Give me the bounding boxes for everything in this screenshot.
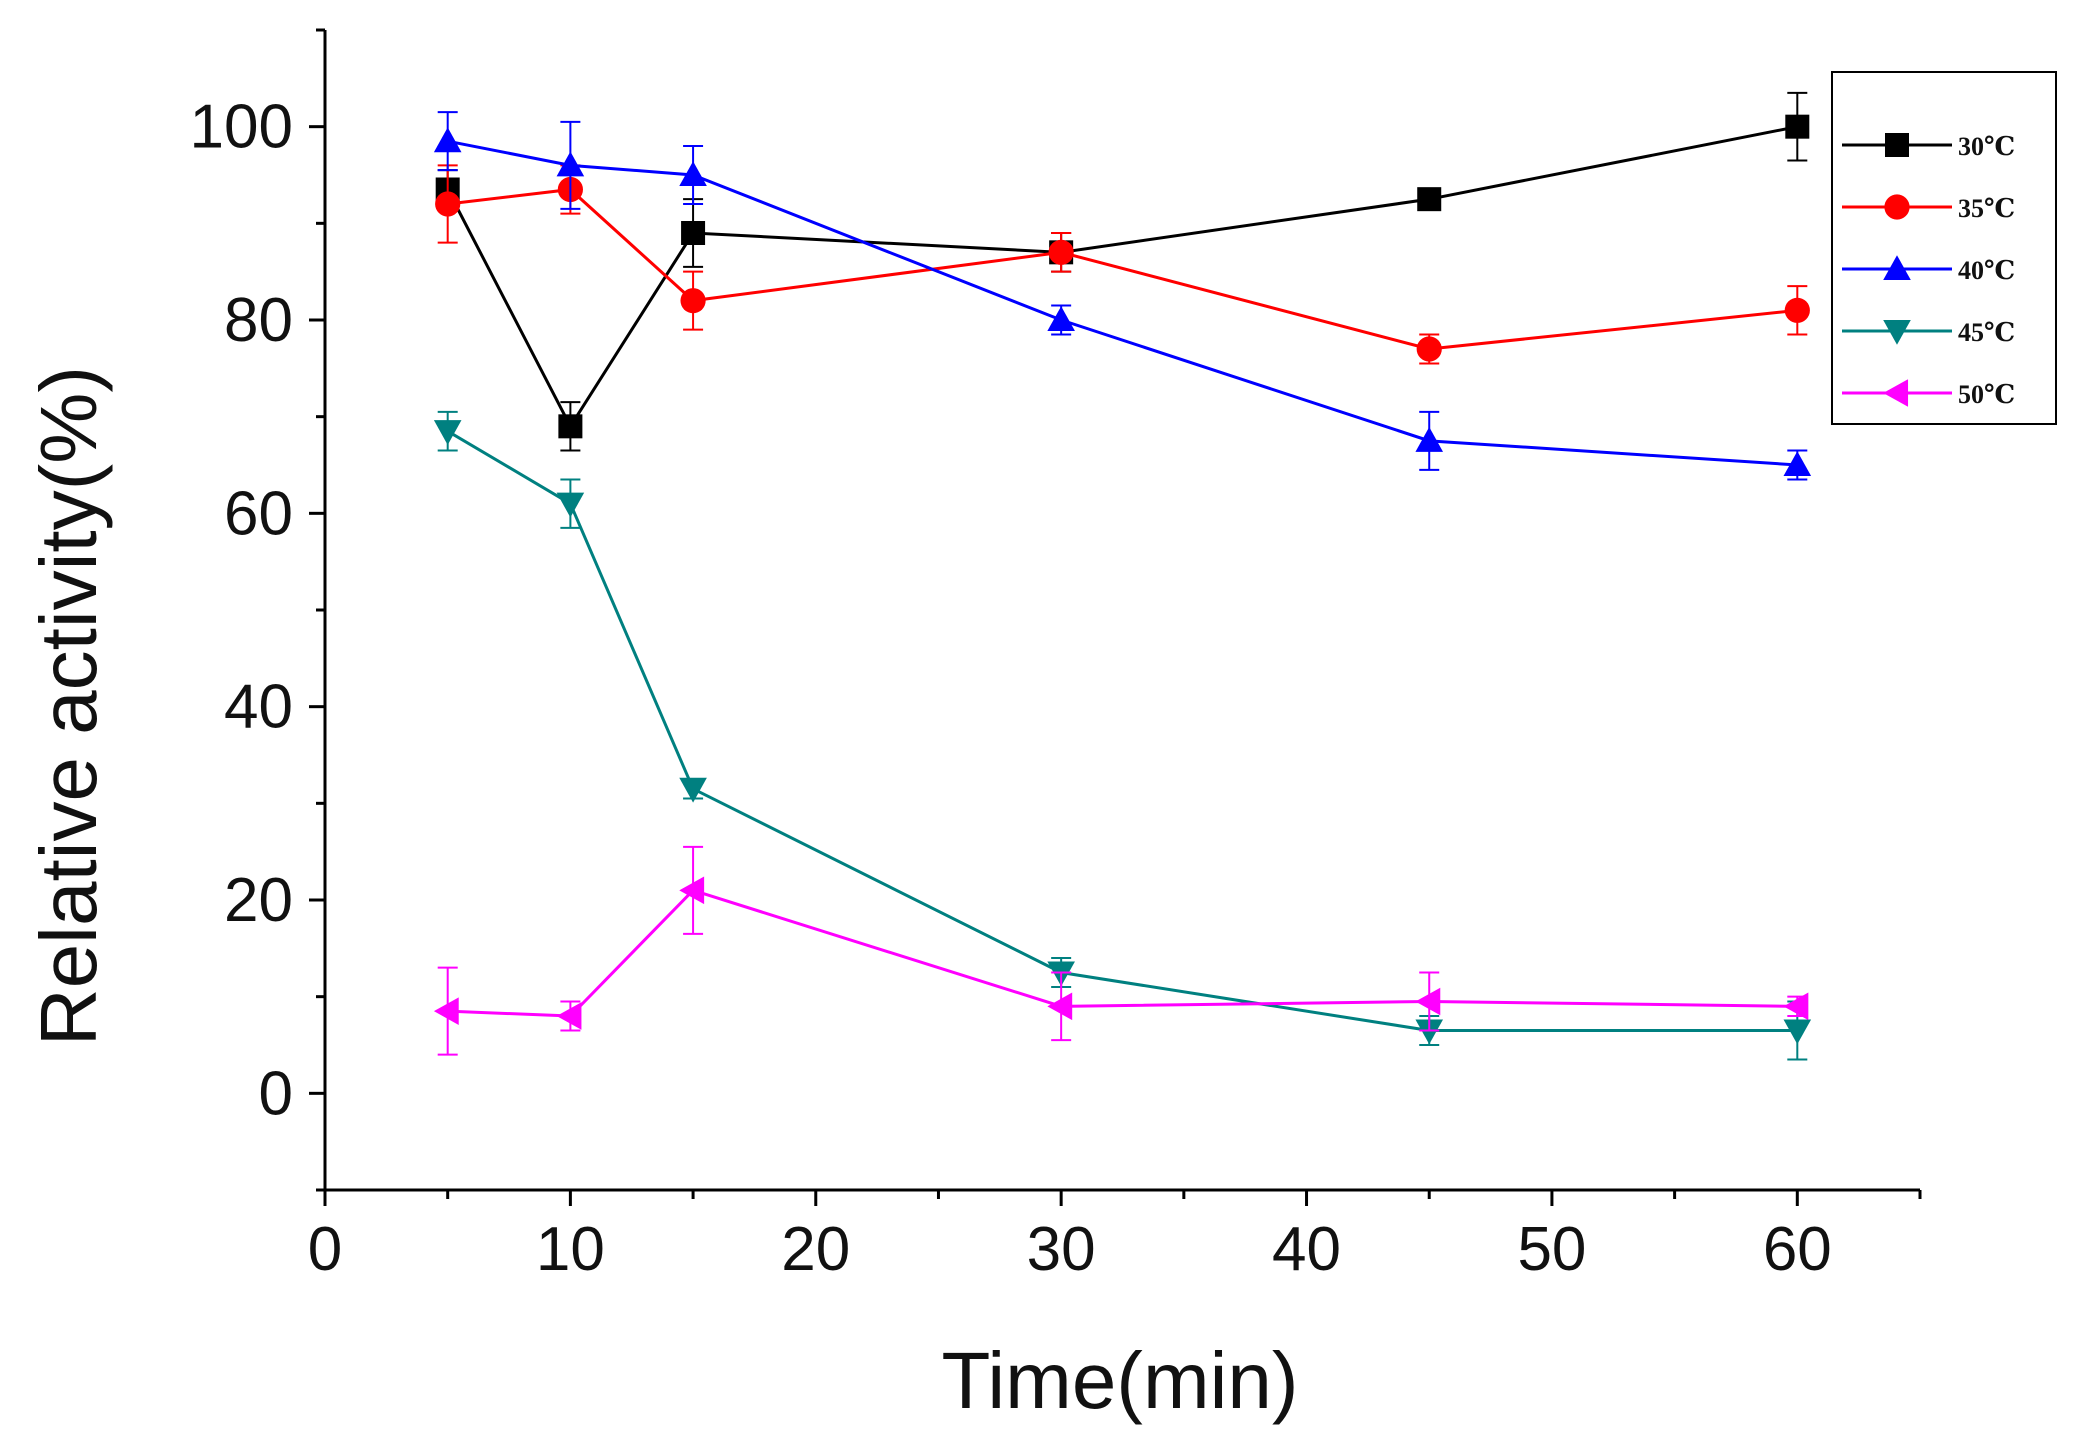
- x-tick-label: 60: [1763, 1215, 1832, 1284]
- x-tick-label: 30: [1027, 1215, 1096, 1284]
- data-point: [680, 288, 706, 314]
- data-point: [1784, 297, 1810, 323]
- legend-label: 50℃: [1958, 380, 2015, 409]
- data-point: [1048, 239, 1074, 265]
- legend-marker: [1885, 133, 1909, 157]
- data-point: [1415, 1019, 1444, 1045]
- legend-marker: [1884, 194, 1910, 220]
- data-point: [433, 420, 462, 445]
- legend-item: 50℃: [1842, 379, 2015, 409]
- data-point: [1416, 336, 1442, 362]
- data-point: [681, 221, 706, 245]
- legend-label: 35℃: [1958, 194, 2015, 223]
- data-point: [1783, 992, 1809, 1021]
- legend-marker: [1883, 379, 1909, 407]
- x-tick-label: 20: [781, 1215, 850, 1284]
- series-line: [446, 125, 1798, 430]
- legend-marker: [1883, 319, 1911, 345]
- x-tick-label: 50: [1517, 1215, 1586, 1284]
- series-line: [447, 888, 1798, 1018]
- data-point: [435, 191, 461, 217]
- data-point: [1047, 306, 1075, 332]
- y-tick-label: 60: [224, 479, 293, 548]
- axes: 0 10 20 30 40 50 60 0 20 40 60 80 100: [190, 28, 1922, 1284]
- series-layer: [433, 91, 1812, 1061]
- data-point: [1783, 1019, 1812, 1045]
- data-point: [679, 777, 707, 803]
- legend: 30℃ 35℃ 40℃ 45℃ 50℃: [1831, 71, 2057, 425]
- data-point: [1415, 987, 1441, 1016]
- legend-item: 45℃: [1842, 318, 2015, 347]
- legend-item: 35℃: [1842, 194, 2015, 223]
- y-tick-label: 80: [224, 286, 293, 355]
- x-tick-label: 10: [536, 1215, 605, 1284]
- data-point: [679, 161, 707, 187]
- series-4: [433, 845, 1809, 1056]
- series-3: [433, 410, 1812, 1061]
- y-tick-label: 100: [190, 93, 293, 162]
- legend-label: 40℃: [1958, 256, 2015, 285]
- y-tick-label: 20: [224, 866, 293, 935]
- x-axis-title: Time(min): [942, 1336, 1299, 1425]
- legend-item: 30℃: [1842, 132, 2015, 161]
- series-line: [447, 187, 1798, 351]
- data-point: [433, 127, 462, 153]
- data-point: [1047, 992, 1073, 1021]
- y-tick-label: 0: [259, 1059, 293, 1128]
- x-tick-label: 40: [1272, 1215, 1341, 1284]
- data-point: [679, 876, 705, 905]
- y-axis-title: Relative activity(%): [24, 366, 113, 1046]
- data-point: [558, 414, 583, 439]
- y-tick-label: 40: [224, 673, 293, 742]
- data-point: [556, 151, 585, 177]
- legend-box: [1831, 71, 2057, 425]
- legend-item: 40℃: [1842, 255, 2015, 285]
- data-point: [1783, 451, 1812, 477]
- data-point: [1415, 427, 1444, 452]
- data-point: [556, 492, 585, 518]
- series-line: [446, 429, 1798, 1032]
- series-1: [435, 164, 1810, 365]
- series-0: [435, 91, 1810, 452]
- series-line: [447, 139, 1798, 467]
- legend-label: 45℃: [1958, 318, 2015, 347]
- data-point: [1417, 187, 1442, 212]
- x-tick-label: 0: [308, 1215, 342, 1284]
- data-point: [433, 997, 459, 1025]
- legend-marker: [1883, 255, 1911, 281]
- data-point: [1785, 114, 1810, 139]
- data-point: [556, 1002, 582, 1030]
- legend-label: 30℃: [1958, 132, 2015, 161]
- series-2: [433, 111, 1812, 481]
